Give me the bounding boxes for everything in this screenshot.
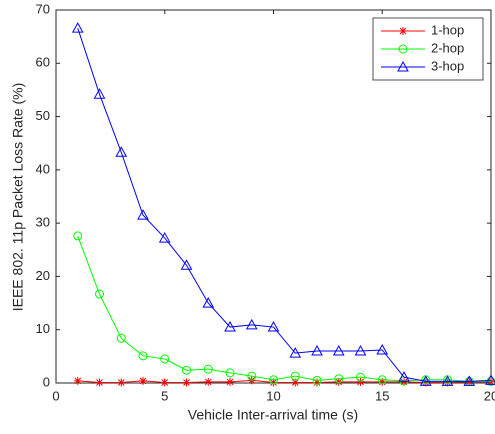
marker: [269, 375, 278, 385]
marker: [182, 365, 191, 375]
marker: [419, 375, 432, 386]
marker: [486, 376, 495, 386]
marker: [117, 378, 126, 387]
marker: [160, 354, 170, 364]
marker: [356, 377, 365, 386]
marker: [73, 376, 82, 385]
marker: [290, 371, 300, 381]
x-axis-label: Vehicle Inter-arrival time (s): [188, 407, 358, 423]
marker: [182, 378, 191, 387]
marker: [463, 375, 476, 386]
y-tick-label: 20: [36, 268, 50, 283]
marker: [180, 259, 193, 270]
marker: [203, 364, 213, 374]
marker: [289, 347, 302, 358]
x-tick-label: 0: [52, 388, 59, 403]
marker: [116, 333, 126, 343]
legend-label: 1-hop: [431, 22, 464, 37]
marker: [93, 88, 106, 99]
y-tick-label: 30: [36, 215, 50, 230]
marker: [225, 368, 235, 378]
marker: [441, 375, 454, 386]
marker: [443, 378, 452, 387]
marker: [158, 232, 171, 243]
marker: [377, 375, 387, 385]
marker: [115, 146, 128, 157]
marker: [95, 289, 104, 299]
marker: [312, 375, 322, 385]
x-tick-label: 15: [375, 388, 389, 403]
marker: [376, 343, 389, 355]
marker: [397, 60, 409, 72]
marker: [137, 209, 149, 220]
marker: [334, 377, 343, 386]
marker: [313, 378, 321, 387]
legend-label: 2-hop: [431, 40, 464, 55]
x-tick-label: 10: [266, 388, 280, 403]
marker: [224, 321, 236, 332]
marker: [291, 378, 300, 387]
marker: [399, 27, 407, 35]
x-tick-label: 5: [161, 388, 168, 403]
marker: [247, 371, 257, 381]
marker: [356, 372, 365, 382]
y-tick-label: 60: [36, 55, 50, 70]
marker: [400, 377, 408, 386]
marker: [398, 44, 408, 54]
marker: [267, 321, 280, 332]
y-tick-label: 0: [43, 374, 50, 389]
y-tick-label: 40: [36, 161, 50, 176]
marker: [245, 318, 258, 330]
marker: [138, 351, 148, 361]
marker: [421, 378, 430, 387]
marker: [334, 374, 344, 384]
y-axis-label: IEEE 802. 11p Packet Loss Rate (%): [10, 83, 26, 312]
marker: [95, 378, 104, 387]
marker: [398, 371, 410, 382]
legend-label: 3-hop: [431, 58, 464, 73]
marker: [269, 378, 278, 387]
marker: [332, 344, 345, 356]
marker: [202, 297, 215, 308]
y-tick-label: 10: [36, 321, 50, 336]
marker: [487, 377, 495, 386]
marker: [354, 344, 367, 356]
x-tick-label: 20: [484, 388, 495, 403]
marker: [73, 231, 83, 241]
marker: [71, 22, 84, 33]
marker: [311, 344, 323, 356]
y-tick-label: 70: [36, 1, 50, 16]
marker: [226, 377, 234, 386]
y-tick-label: 50: [36, 108, 50, 123]
marker: [139, 376, 147, 385]
marker: [160, 378, 169, 387]
marker: [485, 374, 495, 385]
marker: [465, 377, 474, 386]
marker: [378, 377, 387, 386]
marker: [204, 377, 213, 386]
